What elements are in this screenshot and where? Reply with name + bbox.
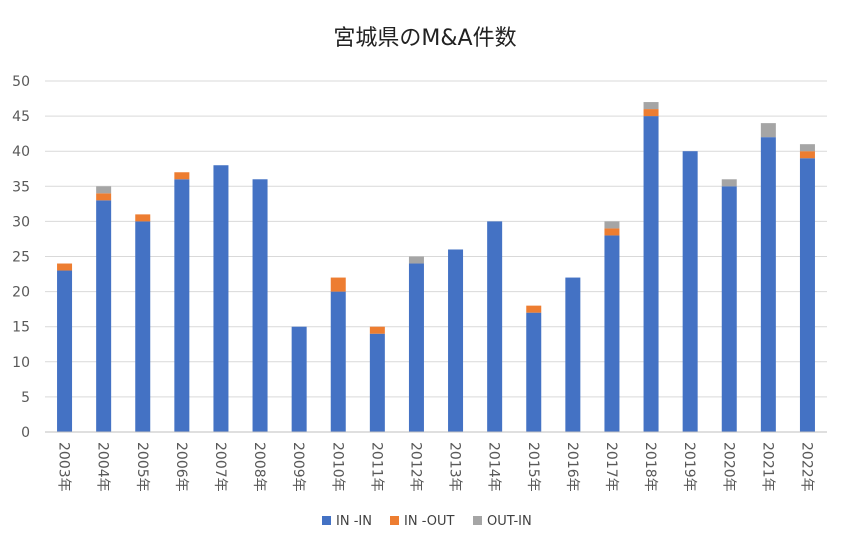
x-axis-ticks: 2003年 2004年 2005年 2006年 2007年 2008年 2009年 2010年… bbox=[56, 442, 815, 492]
y-tick-label: 20 bbox=[12, 285, 30, 301]
bar-segment-in-in bbox=[604, 235, 620, 432]
bar-segment-in-in bbox=[252, 179, 268, 432]
bar-segment-in-in bbox=[565, 277, 581, 432]
bar-segment-in-in bbox=[369, 333, 385, 432]
y-tick-label: 15 bbox=[12, 320, 30, 336]
y-tick-label: 5 bbox=[21, 390, 30, 406]
x-tick-label: 2010年 bbox=[329, 442, 345, 492]
x-tick-label: 2022年 bbox=[798, 442, 814, 492]
bar-segment-out-in bbox=[760, 123, 776, 138]
x-tick-label: 2018年 bbox=[642, 442, 658, 492]
bar-segment-in-out bbox=[174, 172, 190, 180]
bar-segment-in-in bbox=[408, 263, 424, 432]
bar-segment-in-in bbox=[721, 186, 737, 432]
bar-segment-out-in bbox=[799, 144, 815, 152]
x-tick-label: 2009年 bbox=[290, 442, 306, 492]
x-tick-label: 2008年 bbox=[251, 442, 267, 492]
legend-swatch bbox=[473, 516, 482, 525]
x-tick-label: 2014年 bbox=[486, 442, 502, 492]
bar-segment-in-in bbox=[682, 151, 698, 432]
legend-label: IN -OUT bbox=[404, 514, 454, 529]
y-tick-label: 25 bbox=[12, 250, 30, 266]
bar-segment-in-in bbox=[526, 312, 542, 432]
bar-segment-in-out bbox=[604, 228, 620, 236]
bar-segment-in-out bbox=[57, 263, 73, 271]
y-tick-label: 10 bbox=[12, 355, 30, 371]
bar-segment-in-out bbox=[643, 109, 659, 117]
bar-segment-in-in bbox=[57, 270, 73, 432]
x-tick-label: 2013年 bbox=[447, 442, 463, 492]
bar-segment-in-in bbox=[487, 221, 503, 432]
x-tick-label: 2007年 bbox=[212, 442, 228, 492]
y-tick-label: 50 bbox=[12, 74, 30, 90]
x-tick-label: 2006年 bbox=[173, 442, 189, 492]
bar-segment-in-out bbox=[330, 277, 346, 292]
bar-segment-in-out bbox=[369, 326, 385, 334]
y-axis-ticks: 0 5 10 15 20 25 30 35 40 45 50 bbox=[12, 74, 30, 441]
bar-segment-in-out bbox=[526, 305, 542, 313]
y-tick-label: 40 bbox=[12, 144, 30, 160]
bar-segment-in-in bbox=[799, 158, 815, 432]
x-tick-label: 2017年 bbox=[603, 442, 619, 492]
bar-segment-out-in bbox=[408, 256, 424, 264]
x-tick-label: 2015年 bbox=[525, 442, 541, 492]
bar-segment-in-out bbox=[799, 151, 815, 159]
gridlines bbox=[45, 80, 827, 398]
x-tick-label: 2012年 bbox=[407, 442, 423, 492]
y-tick-label: 35 bbox=[12, 179, 30, 195]
legend-swatch bbox=[322, 516, 331, 525]
bar-segment-in-in bbox=[760, 137, 776, 432]
legend-label: OUT-IN bbox=[487, 514, 532, 529]
bar-segment-in-in bbox=[96, 200, 112, 432]
bar-segment-in-in bbox=[174, 179, 190, 432]
bar-segment-out-in bbox=[721, 179, 737, 187]
bar-segment-in-in bbox=[330, 291, 346, 432]
legend: IN -IN IN -OUT OUT-IN bbox=[322, 514, 532, 529]
x-tick-label: 2011年 bbox=[368, 442, 384, 492]
x-tick-label: 2016年 bbox=[564, 442, 580, 492]
bar-segment-in-in bbox=[643, 116, 659, 432]
legend-label: IN -IN bbox=[336, 514, 372, 529]
y-tick-label: 30 bbox=[12, 214, 30, 230]
bar-segment-out-in bbox=[643, 102, 659, 110]
bar-segment-in-out bbox=[96, 193, 112, 201]
x-tick-label: 2021年 bbox=[759, 442, 775, 492]
x-tick-label: 2003年 bbox=[56, 442, 72, 492]
bars bbox=[57, 102, 815, 433]
chart-title: 宮城県のM&A件数 bbox=[333, 26, 516, 51]
bar-segment-in-in bbox=[448, 249, 464, 432]
bar-segment-in-out bbox=[135, 214, 151, 222]
x-tick-label: 2004年 bbox=[95, 442, 111, 492]
bar-segment-in-in bbox=[135, 221, 151, 432]
bar-segment-out-in bbox=[604, 221, 620, 229]
legend-swatch bbox=[390, 516, 399, 525]
bar-segment-in-in bbox=[291, 326, 307, 432]
x-tick-label: 2005年 bbox=[134, 442, 150, 492]
y-tick-label: 45 bbox=[12, 109, 30, 125]
bar-segment-out-in bbox=[96, 186, 112, 194]
x-tick-label: 2019年 bbox=[681, 442, 697, 492]
x-tick-label: 2020年 bbox=[720, 442, 736, 492]
y-tick-label: 0 bbox=[21, 425, 30, 441]
bar-segment-in-in bbox=[213, 165, 229, 433]
